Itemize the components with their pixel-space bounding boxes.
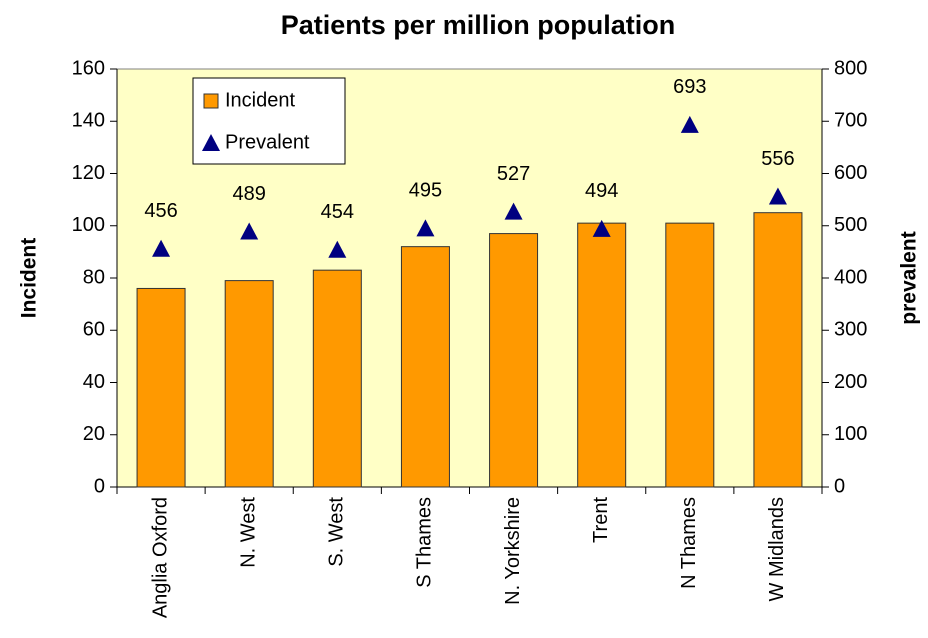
y2-tick-label: 700 [834, 110, 867, 132]
marker [504, 202, 523, 220]
marker [768, 187, 787, 205]
x-tick-label: S. West [326, 497, 348, 567]
x-tick-label: N. West [237, 497, 259, 568]
marker [592, 219, 611, 237]
bar [224, 280, 274, 488]
x-tick-label: N Thames [678, 497, 700, 589]
y-axis-title: Incident [18, 238, 41, 319]
bar [577, 222, 627, 488]
y-tick-label: 100 [72, 214, 105, 236]
y2-tick-label: 100 [834, 423, 867, 445]
y-tick-label: 60 [83, 319, 105, 341]
y2-tick-label: 300 [834, 319, 867, 341]
x-tick-label: S Thames [414, 497, 436, 588]
data-label: 489 [233, 183, 266, 205]
legend-key [203, 93, 219, 109]
data-label: 456 [144, 200, 177, 222]
marker [680, 115, 699, 133]
marker [328, 240, 347, 258]
bar [753, 212, 803, 488]
x-tick-label: W Midlands [766, 497, 788, 601]
x-tick-label: Trent [590, 497, 612, 543]
marker [240, 222, 259, 240]
x-tick-label: N. Yorkshire [502, 497, 524, 605]
y-tick-label: 140 [72, 110, 105, 132]
bar [489, 233, 539, 488]
y-tick-label: 160 [72, 57, 105, 79]
y-tick-label: 20 [83, 423, 105, 445]
y-tick-label: 80 [83, 266, 105, 288]
y2-tick-label: 0 [834, 475, 845, 497]
y-tick-label: 40 [83, 371, 105, 393]
data-label: 556 [761, 148, 794, 170]
y-tick-label: 120 [72, 162, 105, 184]
bar [136, 287, 186, 488]
y2-tick-label: 200 [834, 371, 867, 393]
y2-tick-label: 400 [834, 266, 867, 288]
x-tick-label: Anglia Oxford [149, 497, 171, 618]
data-label: 494 [585, 180, 618, 202]
marker [416, 219, 435, 237]
data-label: 495 [409, 180, 442, 202]
bar [665, 222, 715, 488]
legend-label: Incident [225, 89, 295, 111]
y2-axis-title: prevalent [898, 231, 921, 324]
chart-title: Patients per million population [281, 10, 676, 40]
y2-tick-label: 600 [834, 162, 867, 184]
data-label: 527 [497, 163, 530, 185]
data-label: 693 [673, 76, 706, 98]
bar [400, 246, 450, 488]
marker [152, 239, 171, 257]
y2-tick-label: 800 [834, 57, 867, 79]
data-label: 454 [321, 201, 354, 223]
y2-tick-label: 500 [834, 214, 867, 236]
legend-key [202, 134, 220, 151]
bar [312, 269, 362, 488]
y-tick-label: 0 [94, 475, 105, 497]
legend-label: Prevalent [225, 131, 310, 153]
